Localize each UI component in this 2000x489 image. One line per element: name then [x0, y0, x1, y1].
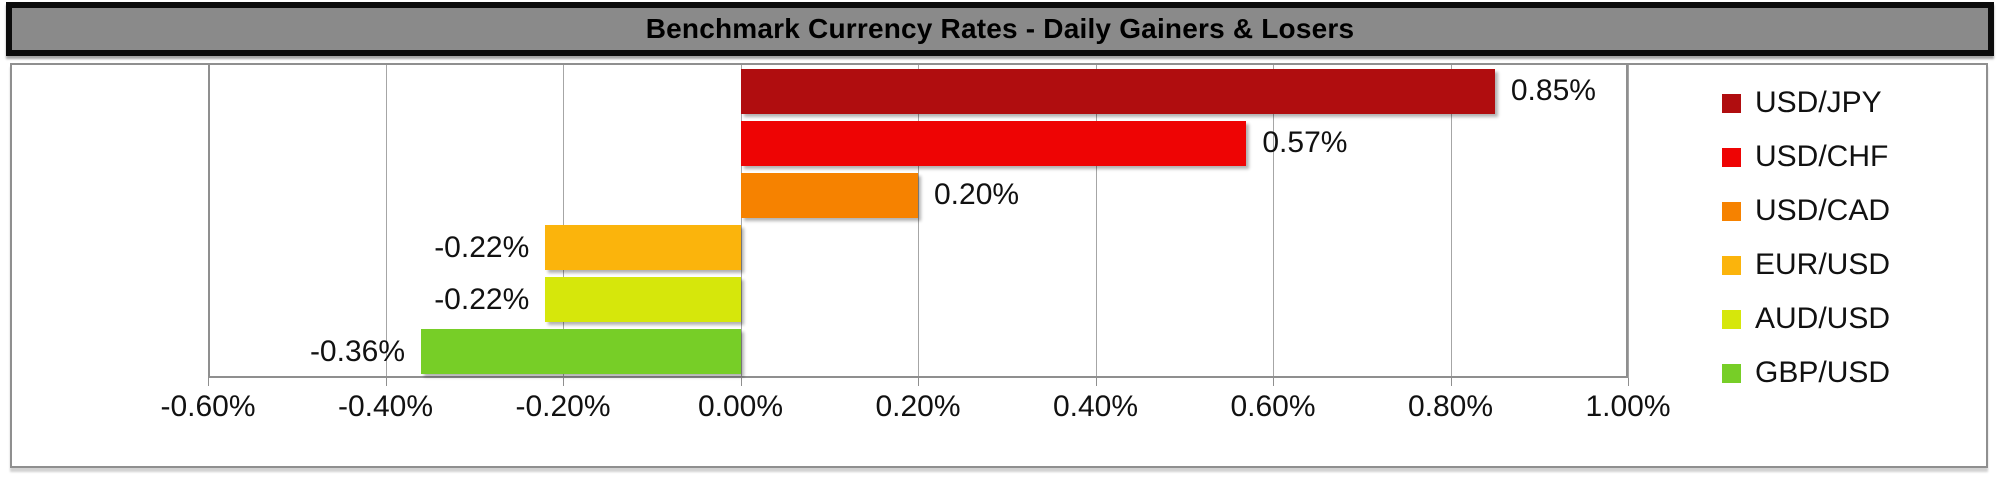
legend-item-eur-usd[interactable]: EUR/USD [1722, 248, 1891, 281]
legend-label-usd-chf: USD/CHF [1755, 140, 1889, 173]
bar-gbp-usd[interactable] [421, 329, 741, 375]
x-axis-tick [1628, 378, 1629, 386]
legend-swatch-usd-cad [1722, 201, 1741, 221]
legend-swatch-usd-jpy [1722, 93, 1741, 113]
bar-value-label-aud-usd: -0.22% [434, 282, 530, 316]
legend-swatch-aud-usd [1722, 309, 1741, 329]
bar-value-label-usd-jpy: 0.85% [1510, 74, 1596, 108]
bar-value-label-usd-chf: 0.57% [1262, 126, 1348, 160]
legend-swatch-usd-chf [1722, 147, 1741, 167]
legend-item-gbp-usd[interactable]: GBP/USD [1722, 356, 1891, 389]
x-axis-tick-label: 0.60% [1230, 390, 1316, 423]
legend-swatch-gbp-usd [1722, 363, 1741, 383]
legend-label-usd-cad: USD/CAD [1755, 194, 1891, 227]
x-axis-tick-label: -0.40% [337, 390, 434, 423]
x-axis-tick-label: 0.80% [1407, 390, 1494, 423]
x-axis-tick-label: -0.20% [515, 390, 611, 423]
legend-item-usd-cad[interactable]: USD/CAD [1722, 194, 1891, 227]
x-axis-tick-label: 0.20% [875, 390, 961, 423]
bar-usd-cad[interactable] [740, 172, 918, 218]
x-axis-tick [1095, 378, 1097, 386]
x-axis-tick [918, 378, 919, 386]
bar-usd-jpy[interactable] [740, 68, 1495, 114]
bar-aud-usd[interactable] [545, 277, 741, 323]
legend-label-usd-jpy: USD/JPY [1755, 86, 1882, 119]
x-axis-tick-label: 1.00% [1585, 390, 1671, 423]
bar-value-label-gbp-usd: -0.36% [309, 334, 405, 368]
x-axis-tick [1273, 378, 1274, 386]
bar-eur-usd[interactable] [545, 225, 741, 271]
gridline-0.40 [1095, 65, 1097, 378]
gridline--0.40 [385, 65, 387, 378]
x-axis-tick [1450, 378, 1452, 386]
chart-title: Benchmark Currency Rates - Daily Gainers… [645, 13, 1355, 44]
chart-title-bar: Benchmark Currency Rates - Daily Gainers… [6, 2, 1994, 56]
gridline-0.00 [740, 65, 742, 378]
legend-item-usd-jpy[interactable]: USD/JPY [1722, 86, 1882, 119]
gridline-0.80 [1450, 65, 1452, 378]
gridline--0.20 [563, 65, 564, 378]
plot-border [208, 63, 1628, 378]
x-axis-tick-label: 0.40% [1052, 390, 1139, 423]
gridline-0.60 [1273, 65, 1274, 378]
x-axis-tick [740, 378, 742, 386]
bar-value-label-usd-cad: 0.20% [934, 178, 1020, 212]
gridline-1.00 [1628, 65, 1629, 378]
legend-item-aud-usd[interactable]: AUD/USD [1722, 302, 1891, 335]
gridline-0.20 [918, 65, 919, 378]
x-axis-tick [563, 378, 564, 386]
legend-swatch-eur-usd [1722, 255, 1741, 275]
legend-label-aud-usd: AUD/USD [1755, 302, 1891, 335]
x-axis-tick-label: 0.00% [697, 390, 784, 423]
x-axis-tick [385, 378, 387, 386]
bar-value-label-eur-usd: -0.22% [434, 230, 530, 264]
x-axis-tick [208, 378, 209, 386]
x-axis-tick-label: -0.60% [160, 390, 256, 423]
legend-label-gbp-usd: GBP/USD [1755, 356, 1891, 389]
bar-usd-chf[interactable] [740, 120, 1247, 166]
legend-label-eur-usd: EUR/USD [1755, 248, 1891, 281]
legend-item-usd-chf[interactable]: USD/CHF [1722, 140, 1889, 173]
